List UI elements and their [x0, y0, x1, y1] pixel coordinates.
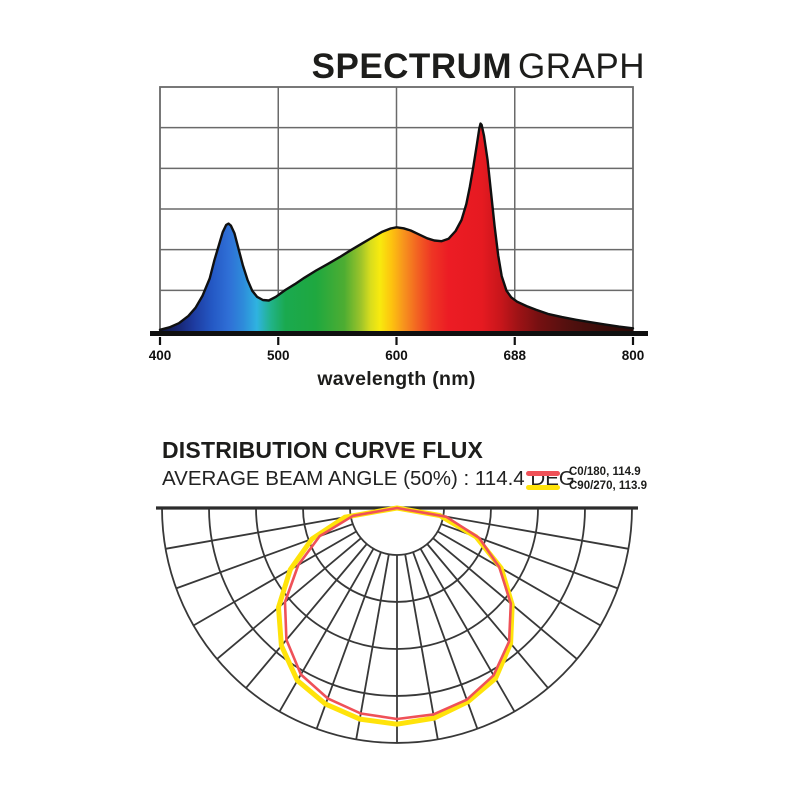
x-tick-label: 800 — [622, 348, 645, 363]
spectrum-title-light: GRAPH — [518, 47, 645, 86]
wavelength-axis-label: wavelength (nm) — [317, 368, 476, 390]
polar-spoke — [216, 537, 362, 660]
spectrum-title-strong: SPECTRUM — [311, 47, 513, 86]
polar-spoke — [419, 548, 516, 712]
spectrum-title: SPECTRUM GRAPH — [312, 49, 645, 84]
spectrum-curve — [158, 122, 635, 331]
distribution-legend: C0/180, 114.9 C90/270, 113.9 — [526, 466, 647, 494]
legend-label-c90-270: C90/270, 113.9 — [569, 480, 648, 493]
legend-label-c0-180: C0/180, 114.9 — [569, 466, 641, 479]
curve-c0-180 — [283, 506, 513, 721]
x-tick-label: 600 — [385, 348, 408, 363]
polar-spoke — [175, 523, 354, 590]
polar-spoke — [404, 554, 439, 740]
x-tick-label: 688 — [503, 348, 526, 363]
distribution-chart — [156, 505, 638, 744]
legend-swatch-yellow-icon — [526, 484, 560, 490]
polar-spoke — [426, 543, 549, 689]
polar-spoke — [278, 548, 375, 712]
polar-spoke — [437, 530, 601, 627]
legend-item-c90-270: C90/270, 113.9 — [526, 480, 647, 494]
spectrum-area — [160, 123, 633, 331]
polar-spoke — [165, 515, 351, 550]
polar-spoke — [443, 515, 629, 550]
curve-c90-270 — [276, 505, 515, 727]
x-tick-label: 500 — [267, 348, 290, 363]
legend-swatch-red-icon — [526, 470, 560, 476]
x-tick-label: 400 — [149, 348, 172, 363]
spectrum-chart: 400 500 600 688 800 — [149, 86, 648, 363]
polar-spoke — [193, 530, 357, 627]
polar-spoke — [245, 543, 368, 689]
polar-spoke — [355, 554, 390, 740]
distribution-subtitle: AVERAGE BEAM ANGLE (50%) : 114.4 DEG — [162, 467, 575, 490]
legend-item-c0-180: C0/180, 114.9 — [526, 466, 647, 480]
distribution-title: DISTRIBUTION CURVE FLUX — [162, 437, 484, 463]
polar-spoke — [432, 537, 578, 660]
